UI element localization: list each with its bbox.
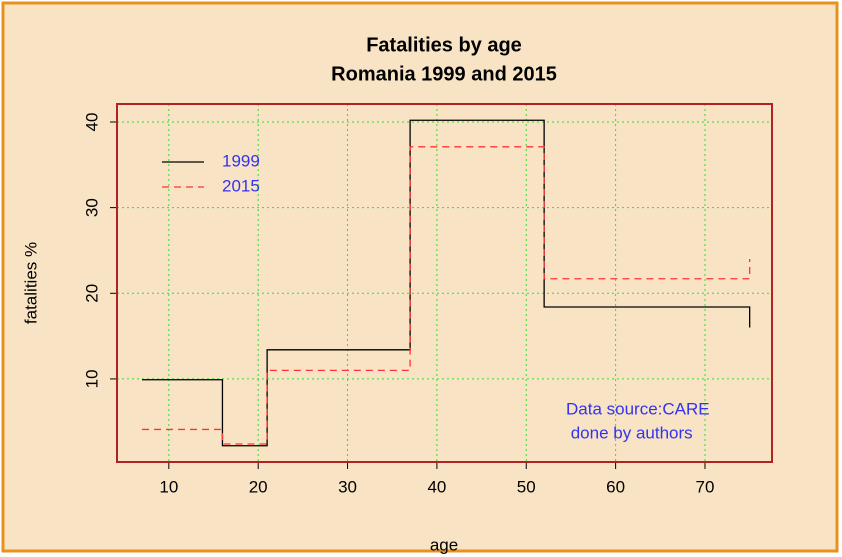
chart-subtitle: Romania 1999 and 2015 <box>331 63 557 85</box>
y-tick-label: 30 <box>82 198 101 217</box>
x-tick-label: 30 <box>338 477 357 496</box>
x-tick-label: 20 <box>249 477 268 496</box>
annotation: done by authors <box>566 423 693 442</box>
x-tick-label: 70 <box>696 477 715 496</box>
annotation: Data source:CARE <box>566 399 710 418</box>
x-tick-label: 10 <box>159 477 178 496</box>
x-tick-label: 40 <box>427 477 446 496</box>
y-tick-label: 20 <box>82 284 101 303</box>
x-tick-label: 60 <box>606 477 625 496</box>
legend-label: 2015 <box>222 176 260 195</box>
chart-title: Fatalities by age <box>366 34 522 56</box>
x-axis-label: age <box>430 535 458 554</box>
plot-frame <box>116 103 773 463</box>
legend-label: 1999 <box>222 151 260 170</box>
step-line <box>142 146 751 445</box>
y-tick-label: 10 <box>82 369 101 388</box>
y-tick-label: 40 <box>82 113 101 132</box>
y-axis-label: fatalities % <box>21 242 40 324</box>
x-tick-label: 50 <box>517 477 536 496</box>
